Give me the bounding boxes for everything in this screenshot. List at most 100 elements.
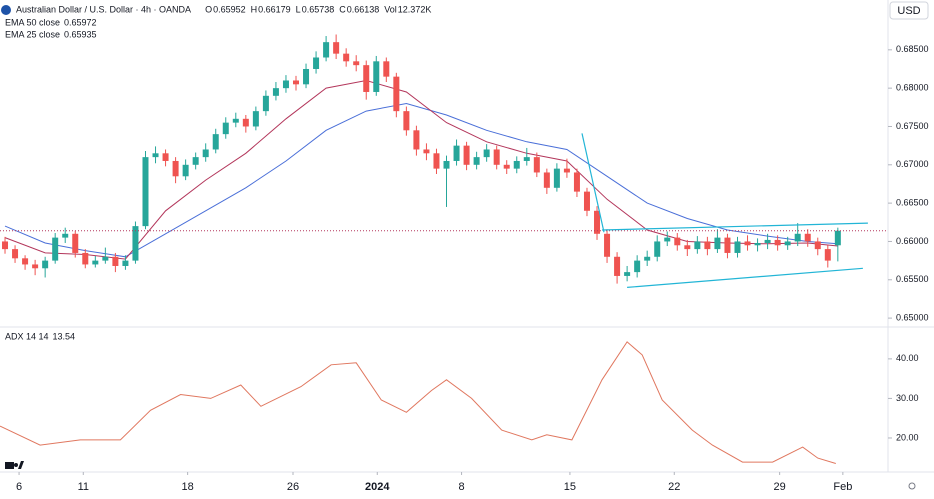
candle-body <box>764 239 771 243</box>
candle-body <box>112 256 119 266</box>
candle-body <box>674 237 681 246</box>
candle-body <box>744 241 751 246</box>
candle-body <box>403 111 410 131</box>
candle-body <box>303 68 310 85</box>
ema-line <box>4 102 838 258</box>
candle-body <box>12 249 19 259</box>
candle-body <box>22 258 29 265</box>
x-tick-label: 29 <box>774 481 786 493</box>
candle-body <box>162 153 169 161</box>
candle-body <box>714 237 721 250</box>
settings-icon[interactable] <box>908 482 916 490</box>
ohlc-value: 0.65738 <box>302 4 335 14</box>
candle-body <box>453 145 460 161</box>
candle-body <box>363 65 370 92</box>
candle-body <box>684 245 691 250</box>
candle-body <box>644 256 651 261</box>
candle-body <box>573 172 580 192</box>
candle-body <box>664 237 671 242</box>
candle-body <box>252 111 259 127</box>
adx-line <box>0 341 836 464</box>
candle-body <box>413 130 420 150</box>
chart-title: Australian Dollar / U.S. Dollar · 4h · O… <box>16 4 191 14</box>
legend-name: EMA 25 close <box>5 29 60 39</box>
candle-body <box>152 153 159 158</box>
trendline <box>627 267 863 288</box>
x-tick-label: 15 <box>564 481 576 493</box>
legend-value: 0.65972 <box>64 17 97 27</box>
symbol-icon <box>1 5 11 15</box>
candle-body <box>624 272 631 276</box>
y-tick-label: 0.67000 <box>896 159 929 169</box>
candle-body <box>192 157 199 165</box>
y-tick-label: 0.68000 <box>896 83 929 93</box>
candle-body <box>423 149 430 154</box>
candle-body <box>272 88 279 96</box>
candle-body <box>122 260 129 266</box>
candle-body <box>804 233 811 242</box>
currency[interactable]: USD <box>897 5 920 17</box>
y-tick-label: 0.65500 <box>896 274 929 284</box>
trendline <box>601 222 868 231</box>
indicator-title: ADX 14 14 <box>5 331 49 341</box>
indicator-value: 13.54 <box>53 331 76 341</box>
candle-body <box>82 252 89 265</box>
y-tick-label: 0.66000 <box>896 236 929 246</box>
legend-value: 0.65935 <box>64 29 97 39</box>
ohlc-value: 0.65952 <box>213 4 246 14</box>
candle-body <box>824 249 831 261</box>
candle-body <box>92 260 99 265</box>
candle-body <box>282 80 289 89</box>
candle-body <box>32 264 39 269</box>
candle-body <box>724 237 731 253</box>
trendline <box>581 133 605 233</box>
candle-body <box>182 164 189 177</box>
candle-body <box>523 157 530 161</box>
x-tick-label: 2024 <box>365 481 390 493</box>
candle-body <box>433 153 440 169</box>
candle-body <box>473 157 480 165</box>
candle-body <box>543 172 550 188</box>
candle-body <box>232 118 239 123</box>
candle-body <box>343 53 350 62</box>
ohlc-label: Vol <box>384 4 397 14</box>
candle-body <box>293 80 299 85</box>
candle-body <box>814 241 821 250</box>
candle-body <box>242 118 249 127</box>
candle-body <box>373 61 380 92</box>
legend-name: EMA 50 close <box>5 17 60 27</box>
candle-body <box>834 230 841 246</box>
x-tick-label: Feb <box>833 481 852 493</box>
candle-body <box>172 160 179 177</box>
candle-body <box>694 241 701 250</box>
candle-body <box>614 256 621 276</box>
currency-box[interactable] <box>889 1 929 20</box>
candle-body <box>774 239 781 246</box>
candle-body <box>142 157 149 227</box>
y-tick-label: 40.00 <box>896 353 919 363</box>
candle-body <box>704 241 711 250</box>
x-tick-label: 22 <box>668 481 680 493</box>
x-tick-label: 26 <box>287 481 299 493</box>
candle-body <box>52 237 59 261</box>
x-tick-label: 18 <box>182 481 194 493</box>
candle-body <box>443 160 450 169</box>
ohlc-label: L <box>296 4 301 14</box>
candle-body <box>563 168 570 173</box>
ohlc-label: H <box>251 4 258 14</box>
candle-body <box>202 149 209 158</box>
candle-body <box>583 191 590 211</box>
candle-body <box>463 145 470 165</box>
ohlc-value: 0.66138 <box>347 4 380 14</box>
candle-body <box>634 260 641 273</box>
y-tick-label: 30.00 <box>896 393 919 403</box>
candle-body <box>353 61 360 66</box>
candle-body <box>383 61 390 77</box>
candle-body <box>654 241 661 257</box>
candle-body <box>333 42 340 54</box>
candle-body <box>483 149 490 158</box>
candle-body <box>102 256 109 261</box>
candle-body <box>323 42 330 58</box>
candle-body <box>513 160 520 169</box>
